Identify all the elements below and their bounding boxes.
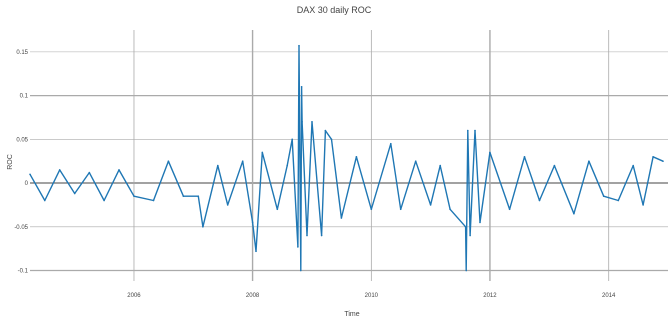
data-point	[300, 86, 303, 88]
data-point	[588, 160, 590, 162]
data-point	[167, 160, 170, 162]
data-point	[602, 195, 605, 197]
data-point	[399, 208, 402, 211]
data-point	[306, 234, 308, 237]
data-point	[152, 199, 155, 202]
data-point	[429, 204, 432, 206]
y-tick-label: 0.1	[20, 94, 29, 100]
data-point	[464, 226, 467, 228]
y-tick-label: 0.15	[16, 50, 28, 56]
data-point	[465, 269, 468, 272]
data-point	[103, 199, 105, 202]
data-point	[414, 160, 417, 162]
data-point	[370, 208, 373, 211]
data-point	[467, 129, 469, 132]
data-point	[251, 221, 254, 224]
data-point	[197, 195, 200, 197]
data-point	[300, 269, 302, 272]
y-tick-labels: -0.1 -0.05 0 0.05 0.1 0.15	[14, 50, 28, 275]
x-tick-label: 2008	[246, 293, 260, 299]
data-point	[291, 138, 294, 141]
y-axis-label: ROC	[7, 154, 14, 170]
data-point	[617, 199, 620, 202]
data-point	[298, 44, 300, 47]
data-point	[390, 142, 392, 145]
x-axis-label: Time	[344, 311, 359, 318]
data-point	[474, 129, 476, 132]
data-point	[449, 208, 451, 211]
data-point	[241, 160, 244, 162]
data-point	[642, 204, 644, 206]
data-point	[261, 151, 264, 154]
data-point	[276, 208, 279, 211]
x-tick-label: 2012	[483, 293, 497, 299]
data-point	[489, 151, 491, 154]
chart-title: DAX 30 daily ROC	[297, 5, 372, 15]
data-point	[182, 195, 185, 197]
y-tick-label: 0	[25, 181, 29, 187]
y-tick-label: -0.05	[14, 225, 28, 231]
x-tick-label: 2014	[602, 293, 616, 299]
data-point	[255, 250, 257, 253]
y-tick-label: -0.1	[18, 269, 29, 275]
data-point	[632, 164, 634, 167]
data-point	[523, 156, 526, 158]
data-point	[355, 156, 358, 158]
series-group	[29, 44, 664, 272]
data-point	[311, 121, 313, 123]
x-tick-label: 2010	[365, 293, 379, 299]
data-point	[439, 164, 442, 167]
data-point	[202, 226, 204, 228]
data-point	[301, 121, 303, 123]
data-point	[553, 164, 556, 167]
data-point	[73, 192, 76, 195]
data-point	[44, 199, 46, 202]
data-point	[320, 234, 323, 237]
data-point	[479, 221, 481, 224]
data-point	[226, 204, 229, 206]
data-point	[58, 169, 61, 171]
data-point	[133, 195, 135, 197]
data-point	[469, 234, 471, 237]
data-point	[573, 212, 575, 215]
data-point	[286, 164, 289, 167]
data-point	[330, 138, 333, 141]
data-point	[88, 171, 91, 174]
data-point	[297, 246, 299, 248]
data-point	[29, 173, 31, 176]
data-point	[324, 129, 327, 132]
y-tick-label: 0.05	[16, 137, 28, 143]
data-point	[538, 199, 541, 202]
data-point	[340, 217, 343, 219]
gridlines	[30, 30, 668, 281]
data-point	[118, 169, 120, 171]
x-tick-label: 2006	[127, 293, 141, 299]
data-point	[662, 160, 664, 162]
x-tick-labels: 2006 2008 2010 2012 2014	[127, 293, 616, 299]
data-point	[217, 164, 219, 167]
data-point	[652, 156, 654, 158]
data-point	[508, 208, 511, 211]
series-line-0	[29, 45, 664, 272]
